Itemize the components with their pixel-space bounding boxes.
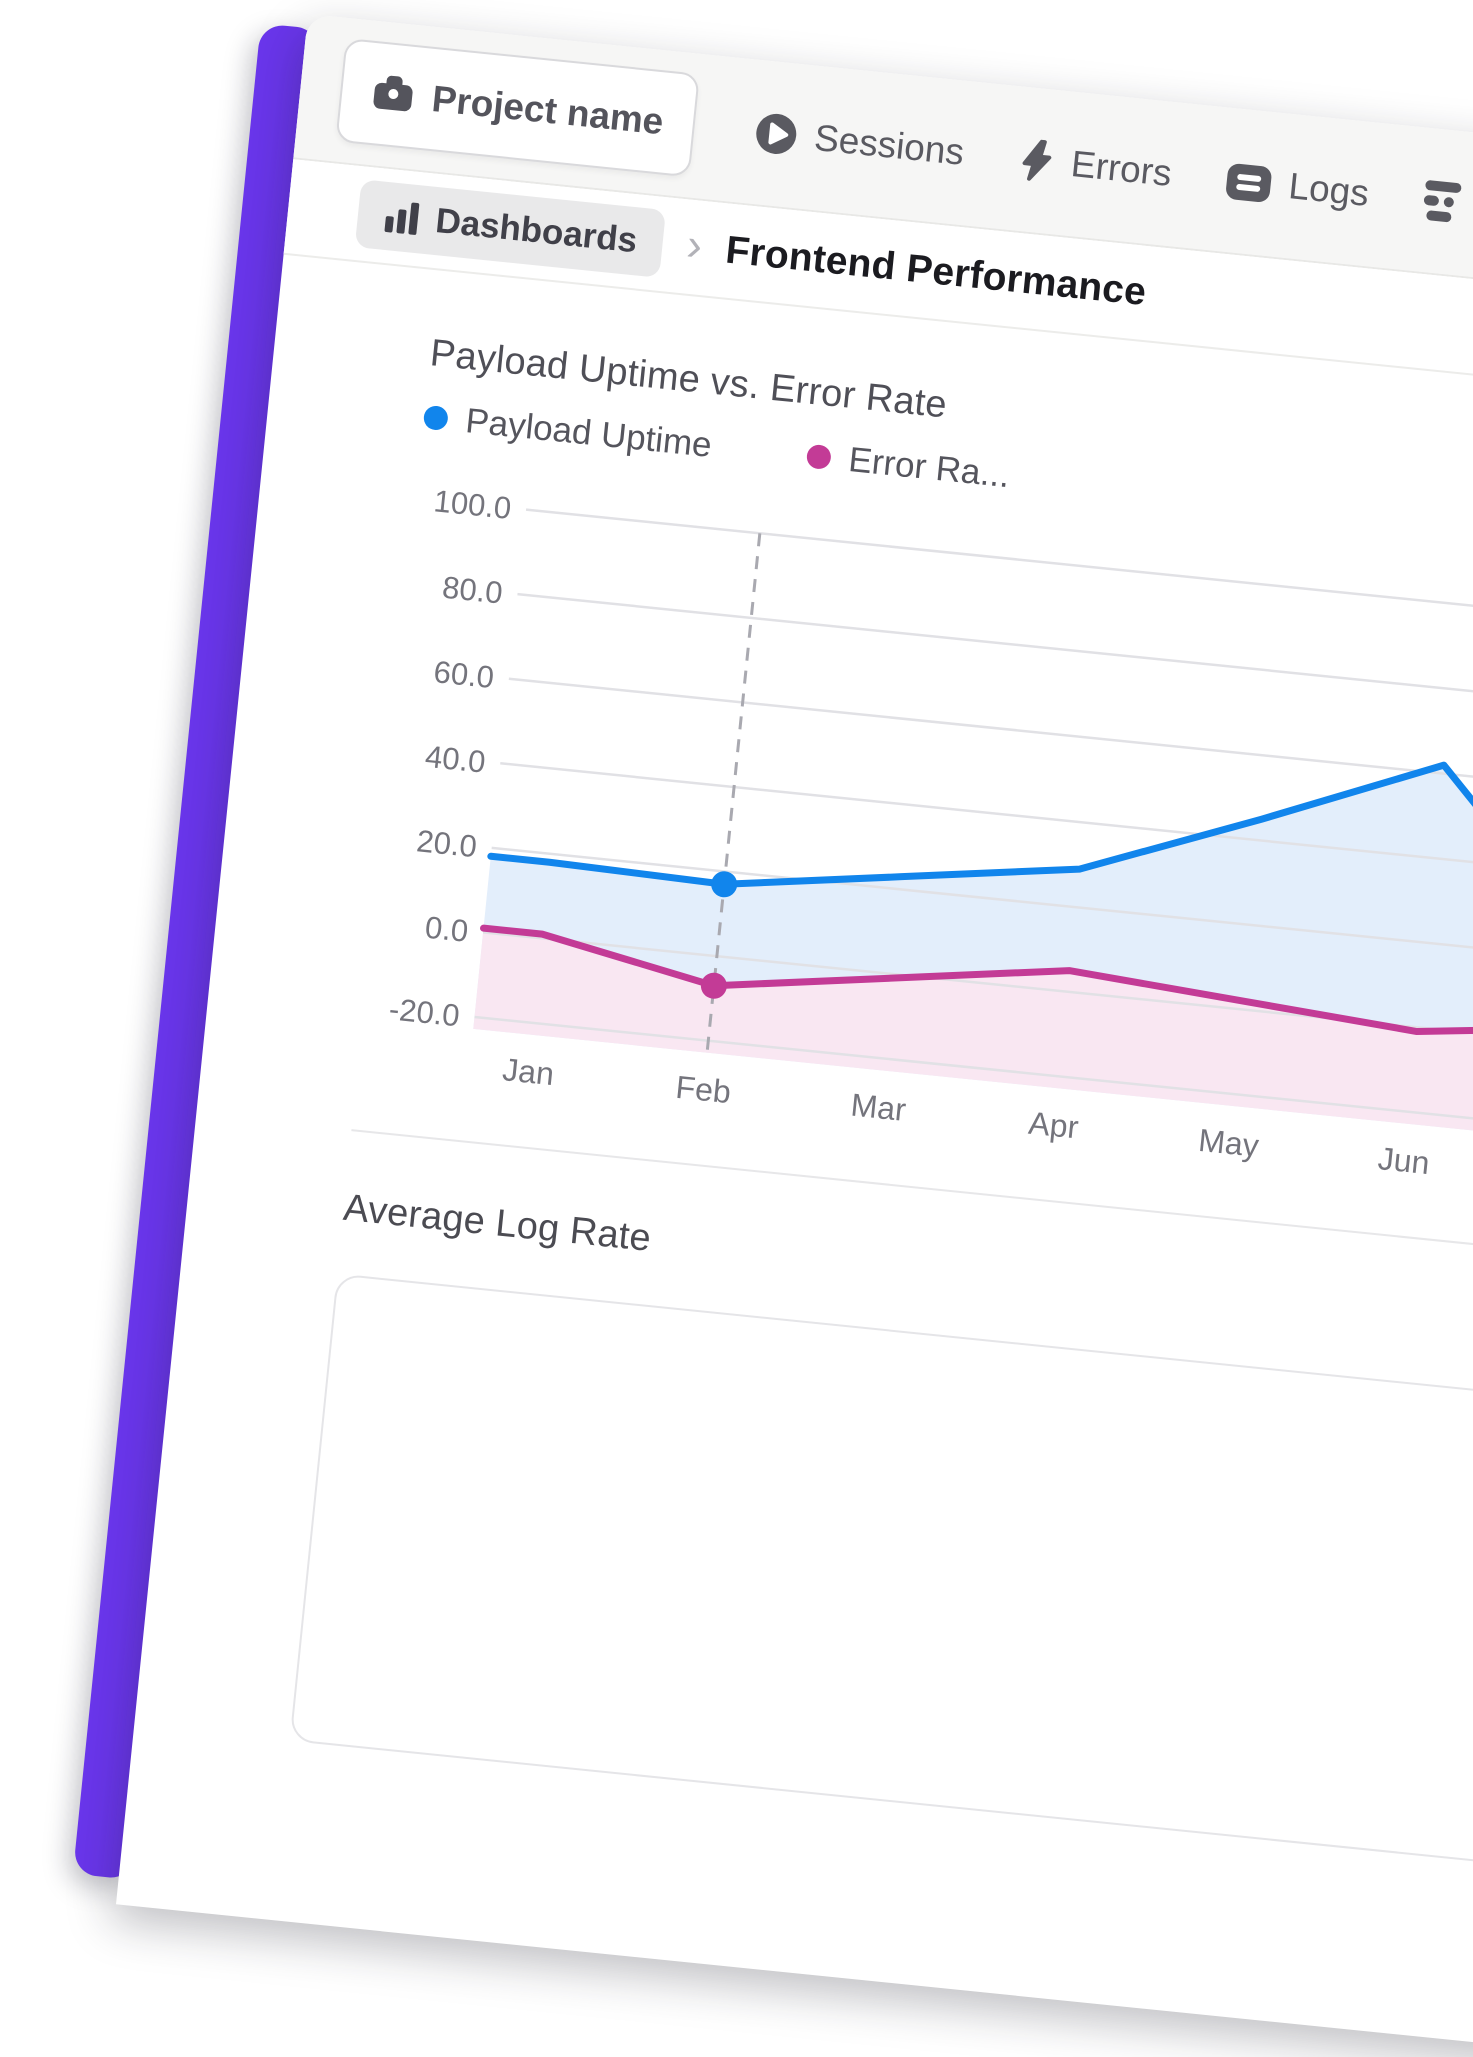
nav-item-sessions[interactable]: Sessions [753, 110, 967, 175]
svg-text:Jan: Jan [501, 1051, 556, 1092]
legend-dot-pink [805, 443, 833, 471]
nav-item-label: Sessions [812, 116, 966, 173]
svg-text:Apr: Apr [1027, 1105, 1081, 1146]
log-card-icon [1223, 159, 1275, 206]
svg-text:May: May [1197, 1122, 1261, 1164]
chevron-right-icon: › [684, 217, 705, 271]
svg-text:Jun: Jun [1376, 1140, 1431, 1181]
nav-menu: Sessions Errors [752, 109, 1473, 240]
play-circle-icon [753, 110, 801, 158]
project-selector-button[interactable]: Project name [335, 37, 701, 178]
nav-item-label: Logs [1286, 165, 1371, 215]
nav-item-errors[interactable]: Errors [1015, 136, 1174, 197]
svg-text:20.0: 20.0 [415, 823, 479, 864]
nav-item-logs[interactable]: Logs [1223, 159, 1371, 215]
rotated-app-scene: Project name Sessions [72, 14, 1473, 2057]
uptime-error-rate-chart[interactable]: 100.0 80.0 60.0 40.0 20.0 0.0 -20.0 Jan Feb Mar Ap… [200, 431, 1473, 1230]
svg-text:100.0: 100.0 [432, 483, 513, 526]
legend-dot-blue [422, 404, 449, 432]
svg-text:Mar: Mar [849, 1087, 908, 1128]
average-log-rate-panel [289, 1273, 1473, 1878]
lightning-icon [1015, 136, 1057, 186]
nav-item-label: Errors [1069, 143, 1174, 194]
svg-text:-20.0: -20.0 [387, 991, 461, 1033]
breadcrumb-root-label: Dashboards [433, 201, 640, 261]
bar-chart-icon [382, 198, 421, 237]
page-title: Frontend Performance [723, 228, 1149, 315]
trace-spans-icon [1420, 178, 1466, 226]
svg-text:60.0: 60.0 [432, 654, 496, 695]
briefcase-icon [370, 73, 416, 117]
breadcrumb: Dashboards › Frontend Performance [283, 159, 1473, 408]
breadcrumb-dashboards[interactable]: Dashboards [354, 179, 667, 278]
app-window: Project name Sessions [115, 14, 1473, 2057]
svg-text:80.0: 80.0 [441, 570, 505, 611]
project-name-label: Project name [430, 78, 666, 143]
legend-item-error-rate[interactable]: Error Ra... [805, 436, 1011, 496]
legend-label: Error Ra... [846, 440, 1012, 496]
top-nav: Project name Sessions [293, 14, 1473, 312]
svg-text:0.0: 0.0 [423, 910, 469, 949]
svg-text:40.0: 40.0 [423, 739, 487, 780]
nav-item-traces[interactable]: Traces [1420, 178, 1473, 239]
svg-text:Feb: Feb [674, 1069, 732, 1110]
